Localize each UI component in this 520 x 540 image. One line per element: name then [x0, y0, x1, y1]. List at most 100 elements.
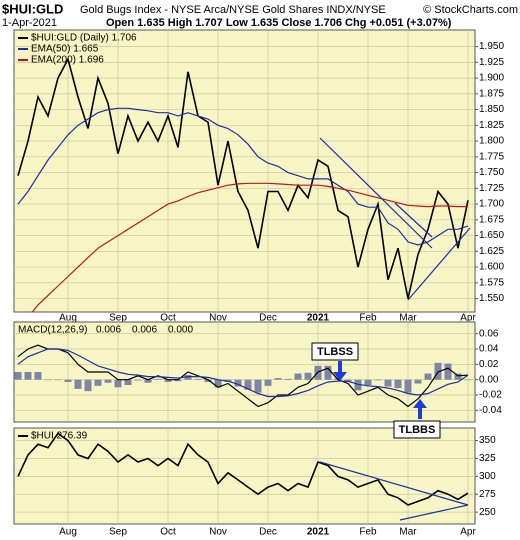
symbol: $HUI:GLD: [2, 1, 63, 16]
legend-label: $HUI:GLD (Daily) 1.706: [31, 33, 137, 44]
histogram-bar: [184, 375, 192, 380]
y-tick-label: 1.675: [479, 214, 504, 225]
series-line: [31, 182, 468, 312]
legend-label: 0.006: [132, 325, 157, 336]
x-tick-label: Sep: [109, 313, 127, 324]
panel: [14, 322, 475, 422]
histogram-bar: [284, 378, 292, 380]
series-line: [17, 107, 469, 246]
y-tick-label: 1.900: [479, 73, 504, 84]
histogram-bar: [324, 365, 332, 380]
histogram-bar: [64, 379, 72, 382]
x-tick-label: Mar: [399, 313, 417, 324]
histogram-bar: [34, 372, 42, 380]
legend-label: EMA(50) 1.665: [31, 44, 99, 55]
histogram-bar: [104, 379, 112, 383]
histogram-bar: [164, 379, 172, 382]
histogram-bar: [44, 379, 52, 381]
annotation-box: [311, 342, 359, 361]
histogram-bar: [214, 379, 222, 388]
histogram-bar: [264, 379, 272, 386]
legend-label: $HUI 276.39: [31, 431, 88, 442]
y-tick-label: 1.725: [479, 183, 504, 194]
y-tick-label: 1.875: [479, 88, 504, 99]
x-tick-label: Feb: [359, 527, 377, 538]
x-tick-label: 2021: [307, 527, 330, 538]
panel: [14, 30, 475, 312]
histogram-bar: [444, 363, 452, 380]
y-tick-label: 1.625: [479, 246, 504, 257]
series-line: [17, 57, 469, 299]
panel: [14, 428, 475, 524]
panel-background: [13, 321, 476, 423]
x-tick-label: Dec: [259, 313, 277, 324]
histogram-bar: [74, 379, 82, 389]
histogram-bar: [204, 379, 212, 382]
arrow-head: [333, 372, 347, 381]
panel-background: [13, 427, 476, 525]
y-tick-label: 1.550: [479, 293, 504, 304]
y-tick-label: 1.925: [479, 57, 504, 68]
panel-background: [13, 29, 476, 313]
histogram-bar: [304, 372, 312, 380]
y-tick-label: 1.600: [479, 262, 504, 273]
legend-label: 0.000: [168, 325, 193, 336]
x-tick-label: Nov: [209, 527, 227, 538]
y-tick-label: 1.825: [479, 120, 504, 131]
y-tick-label: 300: [479, 471, 496, 482]
trend-line: [394, 202, 433, 238]
histogram-bar: [114, 379, 122, 388]
annotation: TLBSS: [317, 346, 353, 358]
histogram-bar: [354, 379, 362, 391]
histogram-bar: [24, 372, 32, 380]
histogram-bar: [244, 379, 252, 390]
description: Gold Bugs Index - NYSE Arca/NYSE Gold Sh…: [80, 4, 386, 16]
y-tick-label: 1.575: [479, 277, 504, 288]
y-tick-label: 1.950: [479, 41, 504, 52]
x-tick-label: Feb: [359, 313, 377, 324]
x-tick-label: Mar: [399, 527, 417, 538]
y-tick-label: 1.850: [479, 104, 504, 115]
histogram-bar: [434, 362, 442, 380]
histogram-bar: [94, 379, 102, 386]
histogram-bar: [254, 379, 262, 393]
y-tick-label: 250: [479, 507, 496, 518]
x-tick-label: Apr: [460, 313, 476, 324]
histogram-bar: [464, 379, 472, 381]
annotation: TLBBS: [399, 424, 436, 436]
trend-line: [407, 227, 471, 301]
histogram-bar: [234, 379, 242, 387]
y-tick-label: 1.700: [479, 199, 504, 210]
histogram-bar: [404, 379, 412, 393]
quote: Open 1.635 High 1.707 Low 1.635 Close 1.…: [106, 17, 452, 29]
histogram-bar: [374, 379, 382, 381]
x-tick-label: Aug: [59, 313, 77, 324]
histogram-bar: [424, 373, 432, 380]
x-tick-label: Nov: [209, 313, 227, 324]
histogram-bar: [364, 379, 372, 386]
histogram-bar: [144, 379, 152, 383]
histogram-bar: [124, 379, 132, 386]
histogram-bar: [134, 379, 142, 381]
histogram-bar: [84, 379, 92, 392]
x-tick-label: Aug: [59, 527, 77, 538]
x-tick-label: Oct: [160, 313, 176, 324]
histogram-bar: [154, 378, 162, 380]
histogram-bar: [414, 379, 422, 384]
y-tick-label: 1.775: [479, 151, 504, 162]
histogram-bar: [394, 379, 402, 389]
x-tick-label: Oct: [160, 527, 176, 538]
arrow-head: [413, 399, 427, 408]
y-tick-label: 0.02: [479, 359, 499, 370]
histogram-bar: [274, 378, 282, 380]
annotation-box: [393, 420, 441, 439]
histogram-bar: [14, 372, 22, 380]
legend-title: MACD(12,26,9): [18, 325, 87, 336]
histogram-bar: [294, 373, 302, 380]
y-tick-label: 0.00: [479, 374, 499, 385]
date: 1-Apr-2021: [2, 17, 57, 29]
series-line: [17, 344, 469, 408]
x-tick-label: 2021: [307, 313, 330, 324]
y-tick-label: 0.04: [479, 344, 499, 355]
